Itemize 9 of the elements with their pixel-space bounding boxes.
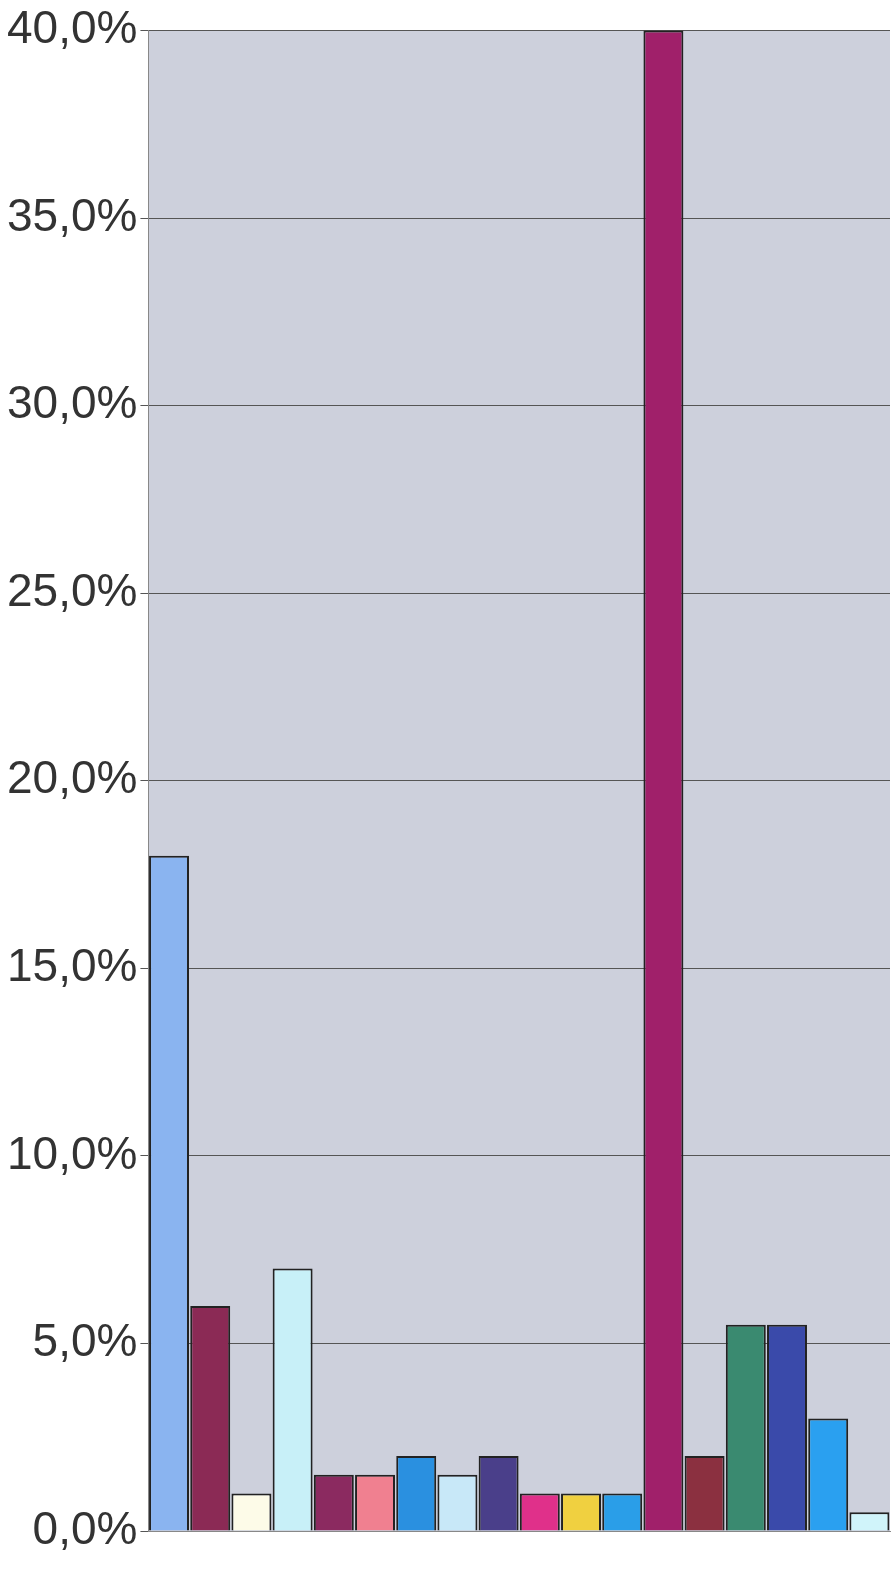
- y-tick-label: 15,0%: [6, 939, 138, 992]
- y-tick-label: 35,0%: [6, 188, 138, 241]
- y-tick-label: 0,0%: [32, 1501, 138, 1554]
- y-tick-label: 20,0%: [6, 751, 138, 804]
- y-tick-label: 5,0%: [32, 1314, 138, 1367]
- y-tick-label: 30,0%: [6, 376, 138, 429]
- y-tick-label: 25,0%: [6, 563, 138, 616]
- y-tick-label: 10,0%: [6, 1126, 138, 1179]
- y-tick-label: 40,0%: [6, 1, 138, 54]
